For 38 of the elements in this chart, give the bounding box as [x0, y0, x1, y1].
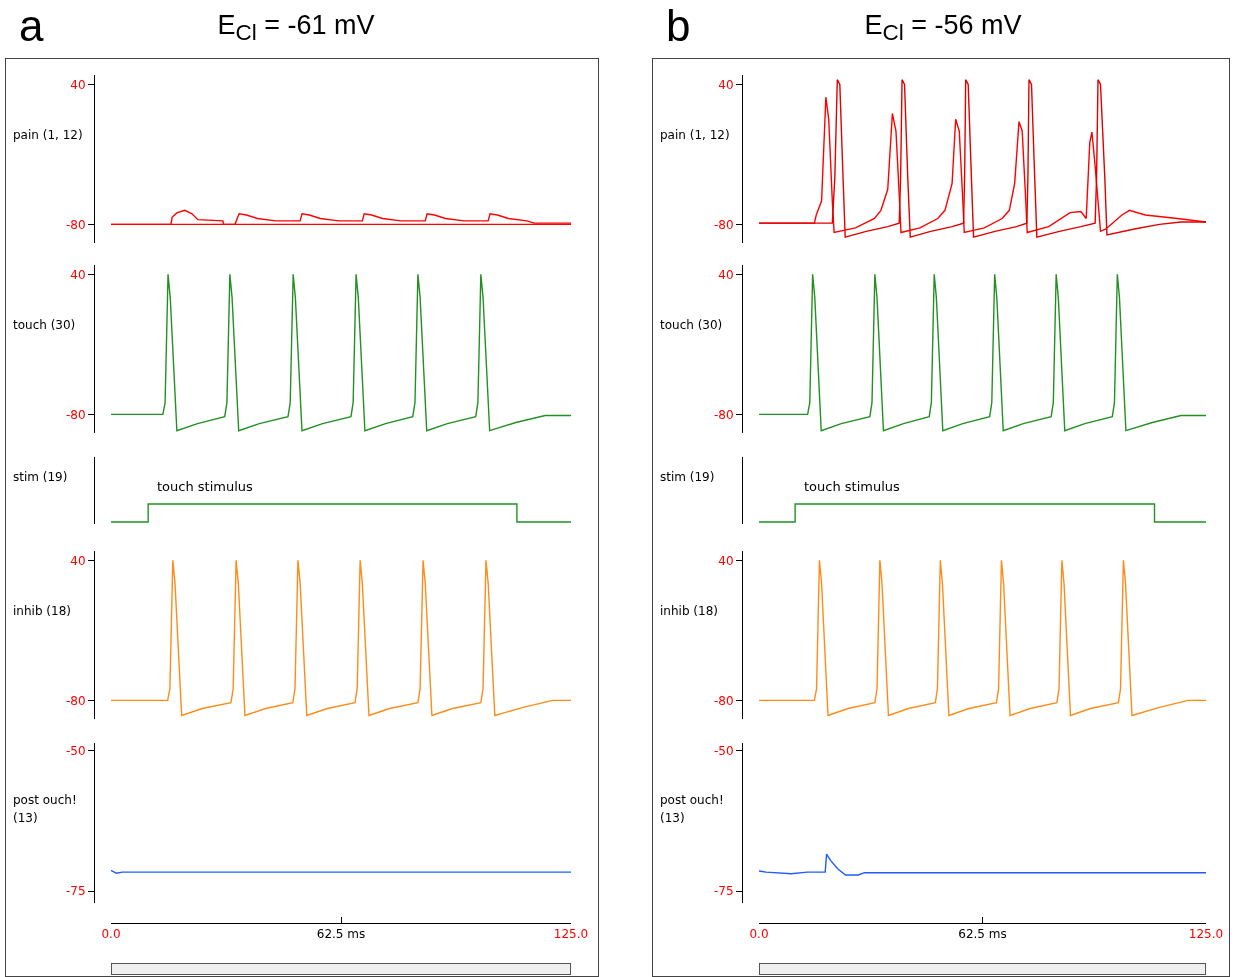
y-axis-title: inhib (18): [13, 603, 72, 621]
y-axis-title: stim (19): [13, 468, 69, 486]
chart-title: E$_{Cl}$ = -61 mV: [217, 10, 375, 46]
y-axis-title: stim (19): [660, 468, 716, 486]
y-axis-title: pain (1, 12): [660, 127, 731, 145]
y-tick-label: -80: [713, 217, 734, 232]
x-tick-label: 62.5 ms: [958, 927, 1007, 942]
y-axis-title: post ouch! (13): [660, 792, 725, 827]
y-tick-label: -75: [713, 884, 734, 899]
y-tick-label: -80: [65, 217, 86, 232]
y-tick-label: -50: [713, 744, 734, 759]
y-axis-title: post ouch! (13): [13, 792, 78, 827]
y-tick-label: -50: [65, 744, 86, 759]
y-tick-label: 40: [718, 267, 734, 282]
y-tick-label: 40: [718, 553, 734, 568]
annotation: touch stimulus: [804, 479, 901, 494]
x-tick-label: 0.0: [749, 927, 769, 942]
y-tick-label: -80: [713, 407, 734, 422]
y-axis-title: pain (1, 12): [13, 127, 84, 145]
x-tick-label: 0.0: [101, 927, 121, 942]
y-tick-label: 40: [70, 553, 86, 568]
text: a: [19, 1, 44, 50]
annotation: touch stimulus: [157, 479, 254, 494]
y-tick-label: -75: [65, 884, 86, 899]
x-tick-label: 62.5 ms: [316, 927, 366, 942]
y-tick-label: 40: [718, 77, 734, 92]
y-tick-label: -80: [65, 407, 86, 422]
y-tick-label: 40: [70, 267, 86, 282]
x-tick-label: 125.0: [553, 927, 589, 942]
chart-title: E$_{Cl}$ = -56 mV: [864, 10, 1022, 46]
y-axis-title: inhib (18): [660, 603, 719, 621]
y-tick-label: 40: [70, 77, 86, 92]
y-axis-title: touch (30): [13, 317, 77, 335]
text: b: [666, 1, 691, 50]
y-tick-label: -80: [713, 693, 734, 708]
y-axis-title: touch (30): [660, 317, 724, 335]
y-tick-label: -80: [65, 693, 86, 708]
x-tick-label: 125.0: [1188, 927, 1224, 942]
